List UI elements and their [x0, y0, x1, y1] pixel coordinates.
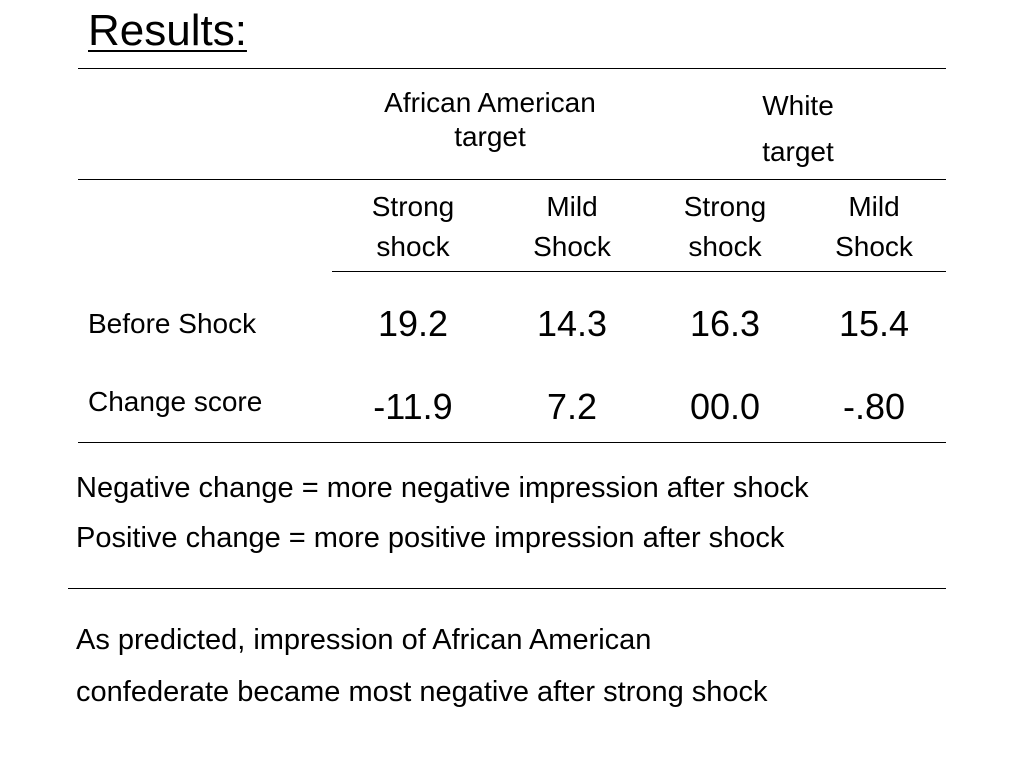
- subheader-white-mild: Mild Shock: [799, 187, 949, 267]
- subheader-line: shock: [376, 231, 450, 262]
- header-divider-rule: [78, 179, 946, 180]
- subheader-aa-mild: Mild Shock: [497, 187, 647, 267]
- subheader-aa-strong: Strong shock: [338, 187, 488, 267]
- subheader-line: Strong: [683, 191, 767, 222]
- conclusion-line-1: As predicted, impression of African Amer…: [76, 624, 652, 656]
- group-header-line: African American: [384, 87, 596, 118]
- subheader-line: shock: [688, 231, 762, 262]
- note-negative-change: Negative change = more negative impressi…: [76, 472, 809, 504]
- subheader-line: Strong: [371, 191, 455, 222]
- subheader-line: Shock: [835, 231, 913, 262]
- group-header-line: target: [454, 120, 526, 152]
- table-cell: 7.2: [546, 386, 598, 427]
- subheader-rule: [332, 271, 946, 272]
- table-cell: 14.3: [536, 303, 608, 344]
- group-header-african-american: African American target: [340, 86, 640, 153]
- table-cell: 16.3: [689, 303, 761, 344]
- subheader-line: Mild: [546, 191, 598, 222]
- table-cell: 19.2: [377, 303, 449, 344]
- table-top-rule: [78, 68, 946, 69]
- conclusion-line-2: confederate became most negative after s…: [76, 676, 768, 708]
- table-cell: 15.4: [838, 303, 910, 344]
- table-bottom-rule: [78, 442, 946, 443]
- subheader-line: Mild: [848, 191, 900, 222]
- table-cell: -11.9: [373, 386, 453, 427]
- table-cell: 00.0: [689, 386, 761, 427]
- notes-divider-rule: [68, 588, 946, 589]
- group-header-white: White target: [698, 80, 898, 178]
- subheader-line: Shock: [533, 231, 611, 262]
- page-title: Results:: [88, 6, 247, 55]
- group-header-line: target: [762, 136, 834, 167]
- row-label-before-shock: Before Shock: [88, 308, 257, 339]
- table-cell: -.80: [842, 386, 906, 427]
- row-label-change-score: Change score: [88, 386, 263, 417]
- subheader-white-strong: Strong shock: [650, 187, 800, 267]
- note-positive-change: Positive change = more positive impressi…: [76, 522, 785, 554]
- group-header-line: White: [762, 90, 834, 121]
